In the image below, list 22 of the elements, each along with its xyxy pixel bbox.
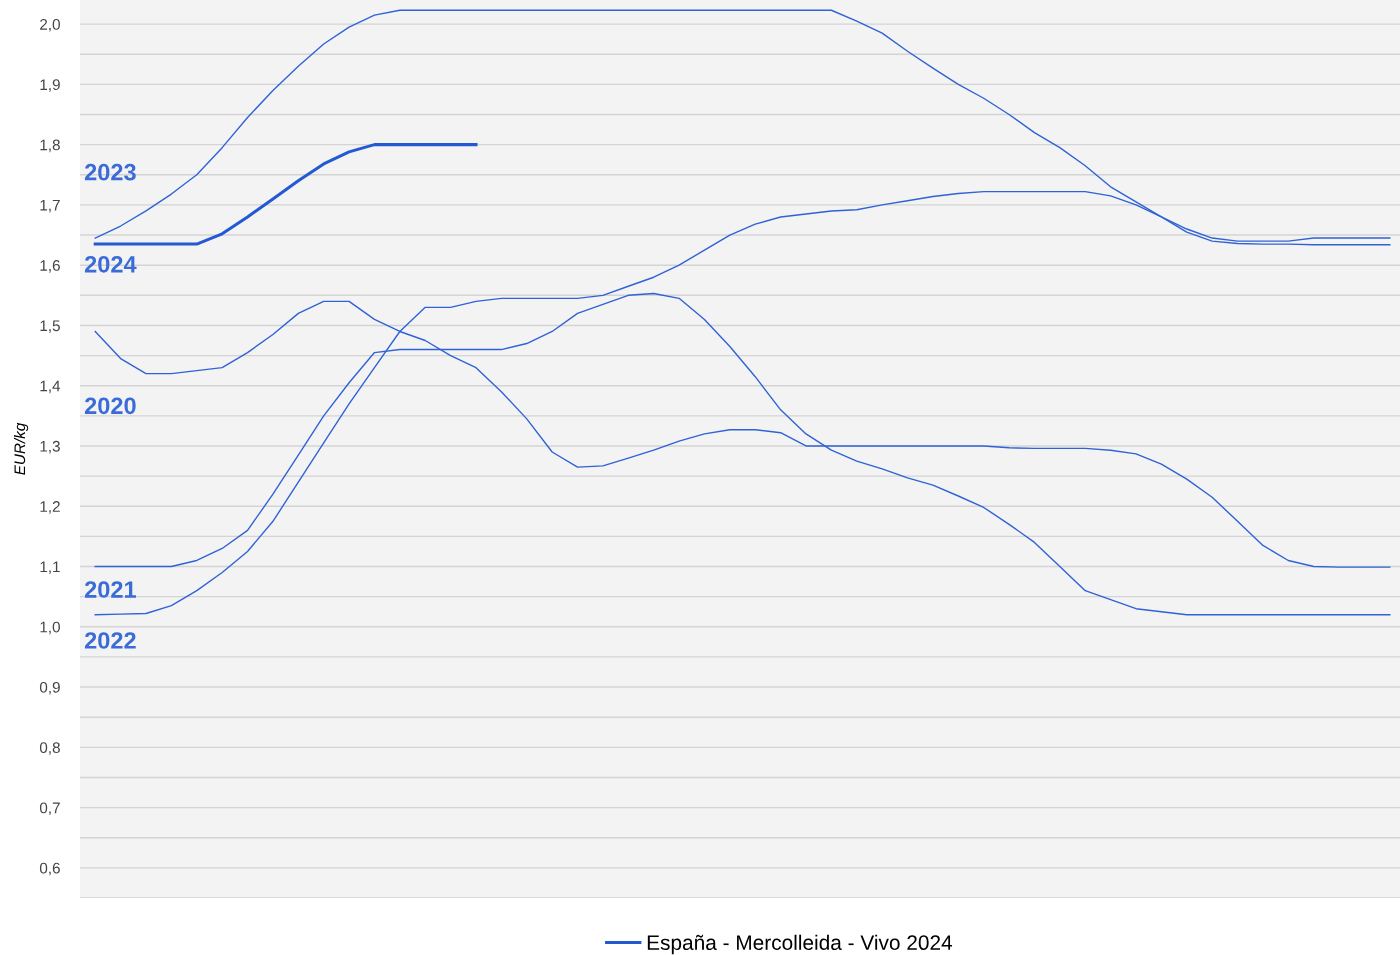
y-tick-label: 0,8 (39, 742, 60, 755)
y-tick-label: 1,9 (40, 79, 60, 92)
y-axis-title: EUR/kg (13, 422, 29, 475)
annotation: 2024 (84, 255, 137, 273)
series-label: 2021 (84, 581, 136, 598)
y-tick-label: 2,0 (40, 18, 60, 32)
series-label: 2020 (84, 397, 136, 415)
y-tick-label: 1,5 (40, 320, 60, 333)
y-tick-label: 0,9 (39, 681, 60, 695)
series-label: 2022 (84, 632, 136, 649)
y-tick-label: 1,0 (40, 621, 60, 635)
y-tick-label: 0,7 (39, 802, 60, 816)
y-tick-label: 1,8 (40, 139, 60, 153)
legend-label: España - Mercolleida - Vivo 2024 (647, 934, 953, 955)
y-tick-label: 1,4 (40, 380, 61, 394)
y-tick-label: 1,3 (40, 440, 60, 454)
y-tick-label: 0,6 (39, 862, 60, 876)
series-label: 2023 (84, 163, 136, 181)
y-tick-label: 1,7 (40, 199, 60, 213)
y-tick-label: 1,1 (40, 561, 60, 575)
y-tick-label: 1,2 (40, 501, 60, 514)
y-tick-label: 1,6 (40, 260, 60, 273)
